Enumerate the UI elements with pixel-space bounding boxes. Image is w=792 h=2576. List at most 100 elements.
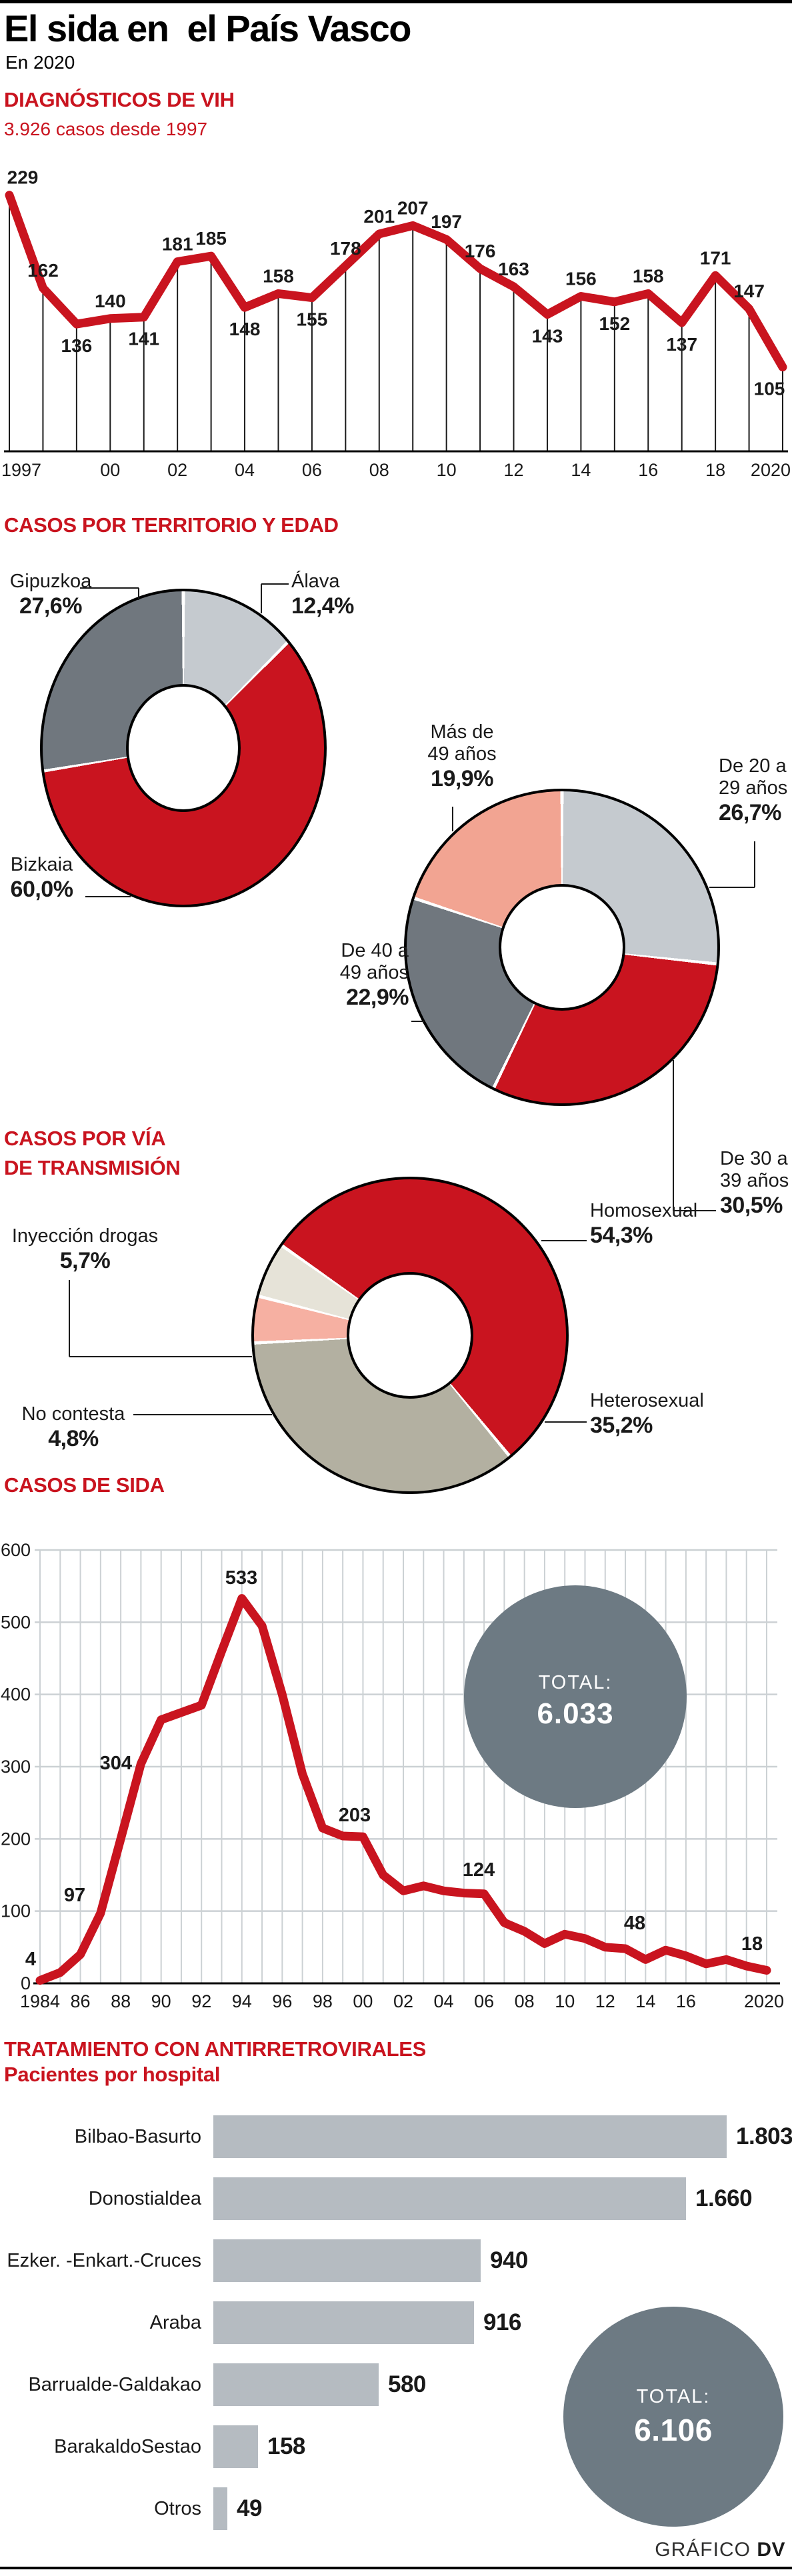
- leader-line: [261, 583, 289, 585]
- leader-line: [709, 887, 755, 888]
- bar-value-label: 940: [490, 2247, 528, 2273]
- segment-pct-label: 54,3%: [590, 1223, 653, 1248]
- transmision-label-homosexual: Homosexual 54,3%: [590, 1200, 743, 1249]
- x-axis-label: 88: [111, 1991, 131, 2011]
- segment-pct-label: 4,8%: [48, 1426, 99, 1451]
- segment-label-line: Más de: [430, 721, 494, 743]
- x-axis-label: 2020: [751, 460, 791, 480]
- value-label: 171: [700, 247, 731, 268]
- value-label: 158: [633, 265, 664, 286]
- segment-pct-label: 35,2%: [590, 1413, 653, 1438]
- leader-line: [80, 587, 139, 589]
- x-axis-label: 18: [705, 460, 725, 480]
- transmision-label-no-contesta: No contesta 4,8%: [10, 1403, 137, 1452]
- bar-value-label: 580: [388, 2371, 426, 2397]
- tratamiento-subheading: Pacientes por hospital: [4, 2063, 221, 2086]
- value-label: 48: [624, 1913, 645, 1934]
- bar-rect: [213, 2115, 727, 2158]
- credit: GRÁFICO DV: [655, 2539, 785, 2561]
- sida-data-line: [35, 1594, 771, 1985]
- segment-pct-label: 27,6%: [19, 593, 82, 619]
- segment-pct-label: 12,4%: [291, 593, 354, 619]
- value-label: 229: [7, 167, 39, 188]
- value-label: 141: [128, 329, 159, 349]
- transmision-label-heterosexual: Heterosexual 35,2%: [590, 1390, 743, 1439]
- tratamiento-total-label: TOTAL:: [636, 2385, 711, 2407]
- value-label: 97: [64, 1885, 85, 1906]
- value-label: 162: [27, 260, 59, 281]
- x-axis-label: 06: [474, 1991, 494, 2011]
- transmision-donut-hole: [347, 1272, 473, 1399]
- x-axis-label: 86: [71, 1991, 91, 2011]
- x-axis-label: 00: [353, 1991, 373, 2011]
- y-axis-label: 400: [1, 1685, 31, 1705]
- territorio-edad-heading: CASOS POR TERRITORIO Y EDAD: [4, 513, 339, 537]
- tratamiento-total-circle: TOTAL: 6.106: [563, 2307, 783, 2527]
- edad-label-m-s-de: Más de 49 años 19,9%: [412, 721, 512, 792]
- leader-line: [673, 1210, 716, 1211]
- leader-line: [673, 1060, 674, 1211]
- leader-line: [452, 807, 453, 831]
- x-axis-label: 90: [151, 1991, 171, 2011]
- value-label: 147: [733, 281, 765, 301]
- leader-line: [69, 1356, 252, 1357]
- x-axis-label: 08: [515, 1991, 535, 2011]
- segment-label-line: 49 años: [427, 743, 497, 765]
- x-axis-label: 98: [313, 1991, 333, 2011]
- bar-row-label: Barrualde-Galdakao: [28, 2373, 201, 2395]
- x-axis-label: 10: [437, 460, 457, 480]
- value-label: 156: [565, 269, 597, 289]
- territorio-donut-hole: [126, 684, 241, 812]
- segment-label-line: Heterosexual: [590, 1390, 704, 1411]
- segment-pct-label: 60,0%: [10, 877, 73, 902]
- x-axis-label: 04: [235, 460, 255, 480]
- leader-line: [411, 1021, 424, 1022]
- transmision-heading-line1: CASOS POR VÍA: [4, 1127, 166, 1150]
- edad-donut: [404, 789, 720, 1106]
- x-axis-label: 10: [555, 1991, 575, 2011]
- vih-heading: DIAGNÓSTICOS DE VIH: [4, 88, 235, 111]
- territorio-label-lava: Álava 12,4%: [291, 571, 398, 619]
- segment-pct-label: 22,9%: [346, 985, 409, 1010]
- page-subtitle: En 2020: [5, 52, 75, 73]
- edad-label-de-40-a: De 40 a 49 años 22,9%: [303, 940, 409, 1011]
- sida-total-circle: [464, 1585, 687, 1808]
- bar-row-label: Otros: [154, 2497, 201, 2519]
- value-label: 304: [100, 1753, 132, 1774]
- edad-label-de-30-a: De 30 a 39 años 30,5%: [720, 1148, 792, 1219]
- bar-row-label: Donostialdea: [88, 2187, 201, 2209]
- value-label: 533: [225, 1567, 257, 1589]
- value-label: 197: [431, 211, 462, 232]
- value-label: 136: [61, 335, 93, 356]
- x-axis-label: 06: [302, 460, 322, 480]
- bar-value-label: 916: [483, 2309, 521, 2335]
- value-label: 155: [297, 309, 328, 330]
- x-axis-label: 16: [676, 1991, 696, 2011]
- x-axis-label: 96: [272, 1991, 292, 2011]
- bar-row-label: Ezker. -Enkart.-Cruces: [7, 2249, 201, 2271]
- x-axis-label: 04: [434, 1991, 454, 2011]
- edad-label-de-20-a: De 20 a 29 años 26,7%: [719, 755, 792, 826]
- tratamiento-heading: TRATAMIENTO CON ANTIRRETROVIRALES: [4, 2037, 427, 2061]
- bar-row-label: Bilbao-Basurto: [74, 2125, 201, 2147]
- leader-line: [133, 1414, 272, 1415]
- y-axis-label: 0: [21, 1973, 31, 1993]
- x-axis-label: 14: [571, 460, 591, 480]
- y-axis-label: 300: [1, 1757, 31, 1777]
- edad-donut-hole: [499, 884, 625, 1011]
- y-axis-label: 600: [1, 1540, 31, 1560]
- x-axis-label: 12: [595, 1991, 615, 2011]
- x-axis-label: 12: [504, 460, 524, 480]
- segment-label-line: 29 años: [719, 777, 788, 799]
- segment-pct-label: 5,7%: [59, 1248, 111, 1273]
- segment-pct-label: 26,7%: [719, 800, 781, 825]
- segment-label-line: De 40 a: [341, 940, 409, 961]
- bar-row-label: BarakaldoSestao: [54, 2435, 201, 2457]
- segment-label-line: Álava: [291, 571, 340, 592]
- segment-pct-label: 30,5%: [720, 1193, 783, 1218]
- value-label: 124: [463, 1859, 495, 1881]
- value-label: 137: [666, 334, 697, 355]
- segment-label-line: No contesta: [21, 1403, 125, 1425]
